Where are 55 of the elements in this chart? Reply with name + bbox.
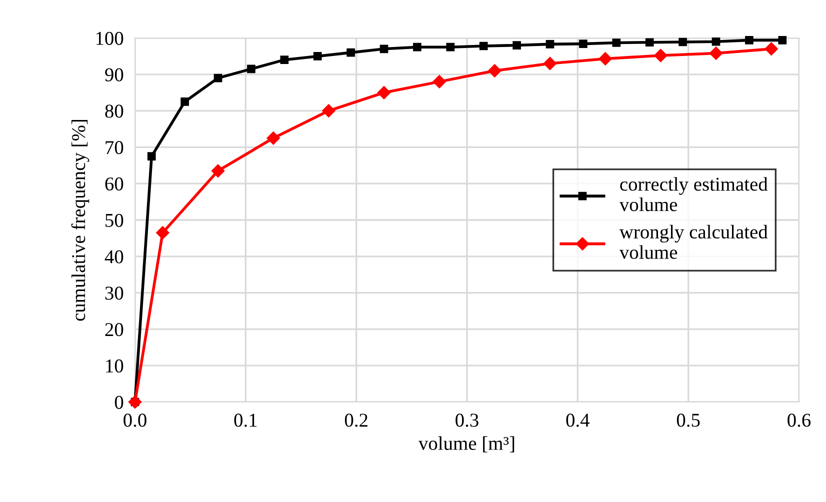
point <box>712 37 720 46</box>
y-tick-label: 60 <box>105 177 124 191</box>
point <box>313 52 322 60</box>
y-tick-label: 10 <box>106 359 124 373</box>
point <box>147 152 156 160</box>
y-tick-label: 80 <box>105 104 124 118</box>
y-tick-label: 90 <box>105 68 124 82</box>
y-tick-label: 0 <box>114 396 124 409</box>
point <box>678 38 687 46</box>
point <box>764 42 778 56</box>
y-axis-title: cumulative frequency [%] <box>71 120 90 321</box>
x-tick-label: 0.3 <box>456 414 478 427</box>
point <box>180 98 189 106</box>
point <box>346 48 355 57</box>
point <box>778 36 787 44</box>
y-tick-label: 50 <box>106 214 124 227</box>
point <box>512 41 521 50</box>
point <box>280 56 289 64</box>
x-axis-title: volume [m³] <box>418 436 514 452</box>
point <box>214 74 222 82</box>
point <box>543 56 557 70</box>
point <box>322 104 336 118</box>
point <box>654 48 668 62</box>
point <box>377 86 391 100</box>
point <box>488 64 502 78</box>
point <box>598 52 612 66</box>
y-tick-label: 30 <box>105 286 124 300</box>
y-tick-label: 40 <box>104 250 124 264</box>
point <box>413 42 422 52</box>
x-tick-label: 0.0 <box>124 414 146 427</box>
x-tick-label: 0.4 <box>566 414 590 427</box>
y-tick-label: 100 <box>96 32 124 45</box>
point <box>380 44 388 54</box>
point <box>266 132 280 145</box>
legend-label: correctly estimated volume <box>619 177 768 212</box>
y-tick-label: 20 <box>105 323 124 336</box>
point <box>156 226 170 240</box>
point <box>709 46 723 60</box>
legend-label: wrongly calculated volume <box>619 224 768 259</box>
point <box>432 75 446 88</box>
x-tick-label: 0.6 <box>788 414 811 427</box>
point <box>247 64 256 74</box>
point <box>128 395 142 409</box>
point <box>579 40 588 48</box>
point <box>645 38 654 47</box>
point <box>446 42 455 52</box>
point <box>211 164 225 178</box>
point <box>612 38 621 47</box>
x-tick-label: 0.1 <box>234 414 257 427</box>
point <box>479 42 488 50</box>
point <box>745 36 754 44</box>
x-tick-label: 0.2 <box>344 414 368 427</box>
x-tick-label: 0.5 <box>676 414 700 427</box>
point <box>546 40 554 48</box>
y-tick-label: 70 <box>106 141 124 154</box>
